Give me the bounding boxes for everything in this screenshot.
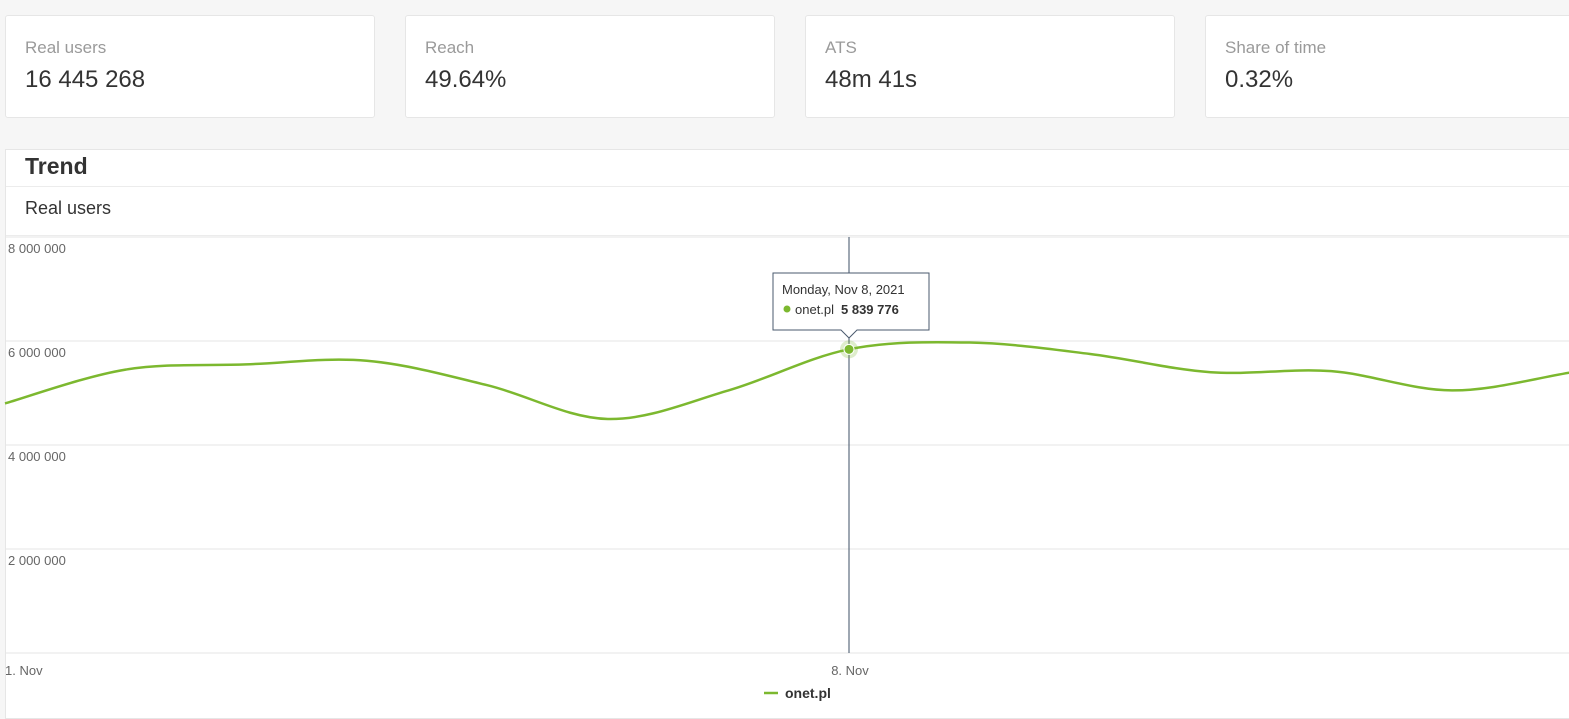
y-tick-label: 4 000 000 <box>8 449 66 464</box>
x-tick-label: 8. Nov <box>831 663 869 678</box>
y-tick-label: 6 000 000 <box>8 345 66 360</box>
kpi-label: Reach <box>425 38 475 57</box>
metric-label: Real users <box>25 198 112 218</box>
tooltip-date: Monday, Nov 8, 2021 <box>782 282 905 297</box>
data-point[interactable] <box>843 343 855 355</box>
kpi-value: 0.32% <box>1225 66 1294 93</box>
kpi-card-share-of-time: Share of time 0.32% <box>1205 15 1569 118</box>
kpi-value: 48m 41s <box>825 66 918 93</box>
divider <box>6 235 1569 236</box>
tooltip-box <box>772 272 930 339</box>
tooltip-series-dot <box>783 305 791 313</box>
series-line-onet-pl <box>4 340 1569 421</box>
legend-item-onet-pl[interactable]: onet.pl <box>785 685 831 701</box>
trend-title: Trend <box>25 153 88 179</box>
kpi-value: 49.64% <box>425 66 507 93</box>
kpi-card-reach: Reach 49.64% <box>405 15 775 118</box>
kpi-label: ATS <box>825 38 857 57</box>
y-tick-label: 2 000 000 <box>8 553 66 568</box>
kpi-card-real-users: Real users 16 445 268 <box>5 15 375 118</box>
tooltip-value: 5 839 776 <box>841 302 899 317</box>
trend-card: Trend Real users <box>5 149 1569 719</box>
kpi-value: 16 445 268 <box>25 66 146 93</box>
kpi-label: Share of time <box>1225 38 1327 57</box>
tooltip-series-name: onet.pl <box>795 302 834 317</box>
x-tick-label: 1. Nov <box>5 663 43 678</box>
kpi-card-ats: ATS 48m 41s <box>805 15 1175 118</box>
divider <box>6 186 1569 187</box>
kpi-label: Real users <box>25 38 107 57</box>
y-tick-label: 8 000 000 <box>8 241 66 256</box>
